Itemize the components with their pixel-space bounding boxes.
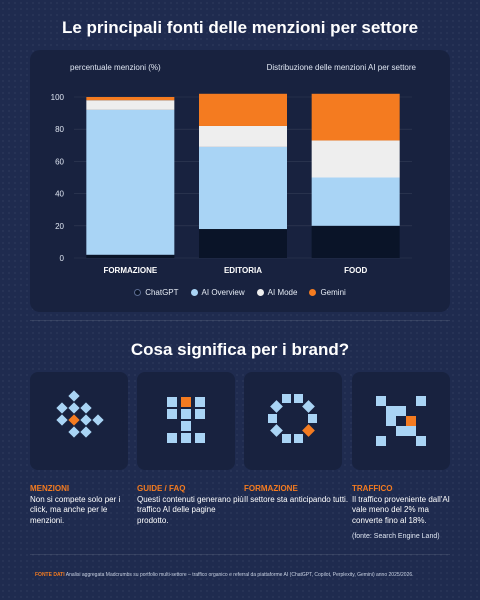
y-tick-label: 60 xyxy=(55,157,64,166)
card-title: MENZIONI xyxy=(30,484,70,493)
section-divider xyxy=(30,320,450,321)
chart-y-axis-label: percentuale menzioni (%) xyxy=(70,63,161,72)
bar-segment xyxy=(86,97,175,101)
y-tick-label: 100 xyxy=(51,93,65,102)
legend-swatch xyxy=(256,289,264,296)
legend-swatch xyxy=(190,289,198,296)
footer: FONTE DATI Analisi aggregata Madcrumbs s… xyxy=(35,572,455,578)
page-title: Le principali fonti delle menzioni per s… xyxy=(61,18,419,37)
card-text-formazione: FORMAZIONE Il settore sta anticipando tu… xyxy=(244,484,354,505)
legend-item: ChatGPT xyxy=(134,288,179,297)
diamond-cluster-icon xyxy=(56,390,104,438)
card-text-traffico: TRAFFICO Il traffico proveniente dall'AI… xyxy=(352,484,450,526)
bar-segment xyxy=(199,125,287,147)
y-tick-label: 80 xyxy=(55,125,64,134)
bar-segment xyxy=(311,225,400,258)
bar-segment xyxy=(86,109,175,255)
ring-pattern-icon xyxy=(268,394,317,443)
legend-label: ChatGPT xyxy=(145,288,179,297)
bar-segment xyxy=(311,177,400,226)
legend-swatch xyxy=(134,289,142,296)
source-note: (fonte: Search Engine Land) xyxy=(352,533,440,540)
x-pattern-icon xyxy=(376,396,426,446)
bar-segment xyxy=(199,229,287,258)
card-traffico xyxy=(352,372,450,470)
legend-swatch xyxy=(309,289,317,296)
bar-segment xyxy=(86,100,175,110)
chart-legend: ChatGPT AI Overview AI Mode Gemini xyxy=(30,288,450,297)
x-tick-label: FOOD xyxy=(344,266,367,275)
card-text-menzioni: MENZIONI Non si compete solo per i click… xyxy=(30,484,140,526)
y-tick-label: 20 xyxy=(55,222,64,231)
card-body: Non si compete solo per i click, ma anch… xyxy=(30,494,121,525)
legend-item: AI Overview xyxy=(190,288,245,297)
y-tick-label: 0 xyxy=(60,254,65,263)
card-guide-faq xyxy=(137,372,235,470)
chart-panel: percentuale menzioni (%) Distribuzione d… xyxy=(30,50,450,312)
chart-subtitle: Distribuzione delle menzioni AI per sett… xyxy=(266,63,416,72)
x-tick-label: EDITORIA xyxy=(224,266,262,275)
legend-label: AI Overview xyxy=(201,288,245,297)
stacked-bar-chart: 0 20 40 60 80 100 FORMAZIONE EDITORIA FOOD xyxy=(51,93,412,275)
footer-text: Analisi aggregata Madcrumbs su portfolio… xyxy=(65,572,414,578)
card-title: GUIDE / FAQ xyxy=(137,484,186,493)
card-title: FORMAZIONE xyxy=(244,484,298,493)
card-formazione xyxy=(244,372,342,470)
stacked-blocks-icon xyxy=(167,397,205,443)
legend-item: AI Mode xyxy=(256,288,298,297)
legend-label: Gemini xyxy=(320,288,346,297)
bar-segment xyxy=(199,93,287,126)
card-text-guide-faq: GUIDE / FAQ Questi contenuti generano pi… xyxy=(137,484,247,526)
legend-label: AI Mode xyxy=(267,288,298,297)
card-body: Il traffico proveniente dall'AI vale men… xyxy=(352,494,450,525)
bar-segment xyxy=(199,146,287,230)
footer-divider xyxy=(30,554,450,555)
y-tick-label: 40 xyxy=(55,190,64,199)
bar-segment xyxy=(86,254,175,258)
card-body: Questi contenuti generano più traffico A… xyxy=(137,494,244,525)
bar-segment xyxy=(311,140,400,178)
section-title: Cosa significa per i brand? xyxy=(130,340,350,359)
bar-segment xyxy=(311,93,400,141)
legend-item: Gemini xyxy=(309,288,346,297)
card-title: TRAFFICO xyxy=(352,484,393,493)
card-body: Il settore sta anticipando tutti. xyxy=(244,494,349,504)
footer-label: FONTE DATI xyxy=(35,572,65,578)
x-tick-label: FORMAZIONE xyxy=(103,266,157,275)
card-menzioni xyxy=(30,372,128,470)
